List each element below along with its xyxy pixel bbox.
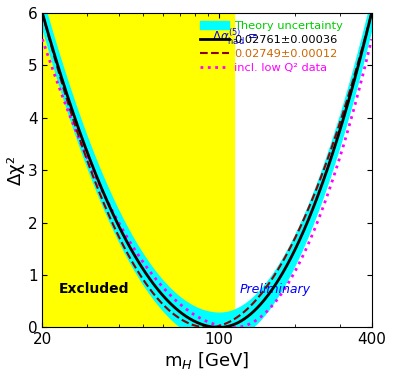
Bar bbox=[42, 13, 234, 327]
Text: Preliminary: Preliminary bbox=[240, 283, 311, 296]
X-axis label: m$_H$ [GeV]: m$_H$ [GeV] bbox=[164, 350, 250, 371]
Text: $\Delta\alpha_{\rm had}^{(5)}$ =: $\Delta\alpha_{\rm had}^{(5)}$ = bbox=[212, 27, 258, 47]
Y-axis label: Δχ²: Δχ² bbox=[7, 155, 25, 185]
Text: Excluded: Excluded bbox=[59, 282, 129, 296]
Legend: Theory uncertainty, 0.02761±0.00036, 0.02749±0.00012, incl. low Q² data: Theory uncertainty, 0.02761±0.00036, 0.0… bbox=[198, 19, 345, 75]
